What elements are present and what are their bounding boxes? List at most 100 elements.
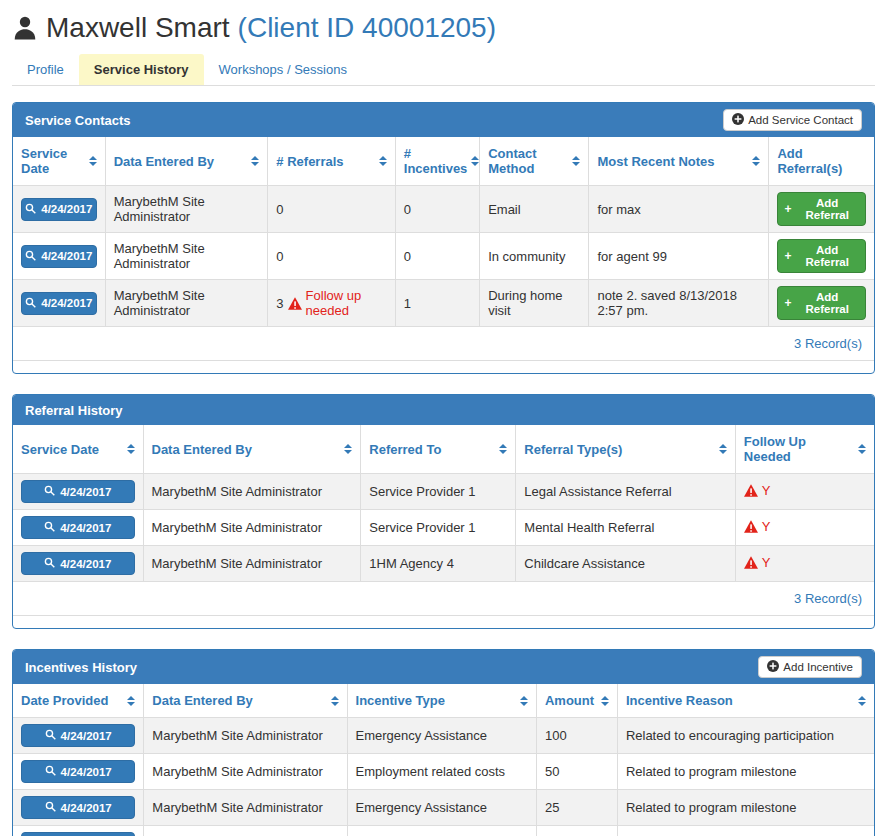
view-incentive-button[interactable]: 4/24/2017 [21, 832, 135, 836]
view-incentive-button[interactable]: 4/24/2017 [21, 724, 135, 747]
amount-cell: 50 [536, 754, 617, 790]
add-referral-button[interactable]: + Add Referral [777, 192, 866, 226]
service-contacts-table: Service Date Data Entered By # Referrals… [13, 137, 874, 327]
column-header-contact-method[interactable]: Contact Method [480, 137, 589, 186]
service-date-cell: 4/24/2017 [13, 280, 105, 327]
referred-to-cell: Service Provider 1 [361, 510, 516, 546]
date-provided-cell: 4/24/2017 [13, 754, 144, 790]
sort-icon [520, 696, 528, 706]
incentive-type-cell: Employment related costs [347, 754, 536, 790]
follow-up-flag: Y [762, 519, 771, 534]
view-referral-button[interactable]: 4/24/2017 [21, 552, 135, 575]
incentives-history-heading: Incentives History Add Incentive [13, 650, 874, 684]
referrals-cell: 0 [268, 186, 395, 233]
entered-by-cell: MarybethM Site Administrator [143, 510, 361, 546]
sort-icon [379, 156, 387, 166]
column-header-data-entered-by[interactable]: Data Entered By [105, 137, 268, 186]
referrals-cell: 0 [268, 233, 395, 280]
column-header-referrals[interactable]: # Referrals [268, 137, 395, 186]
search-icon [25, 203, 36, 216]
referral-history-panel: Referral History Service Date Data Enter… [12, 394, 875, 629]
tab-service-history[interactable]: Service History [79, 54, 204, 85]
incentives-cell: 0 [395, 233, 479, 280]
add-incentive-button[interactable]: Add Incentive [758, 656, 862, 678]
add-referral-cell: + Add Referral [769, 186, 874, 233]
incentives-cell: 1 [395, 280, 479, 327]
view-incentive-button[interactable]: 4/24/2017 [21, 796, 135, 819]
search-icon [45, 729, 56, 742]
date-provided-cell: 4/24/2017 [13, 826, 144, 836]
sort-icon [572, 156, 580, 166]
entered-by-cell: MarybethM Site Administrator [143, 546, 361, 582]
table-row: 4/24/2017 MarybethM Site Administrator 3… [13, 280, 874, 327]
table-row: 4/24/2017 MarybethM Site Administrator S… [13, 510, 874, 546]
incentive-reason-cell: Related to encouraging participation [617, 826, 874, 836]
client-header: Maxwell Smart (Client ID 40001205) [12, 12, 887, 44]
referred-to-cell: Service Provider 1 [361, 474, 516, 510]
add-referral-button[interactable]: + Add Referral [777, 239, 866, 273]
notes-cell: note 2. saved 8/13/2018 2:57 pm. [589, 280, 769, 327]
view-incentive-button[interactable]: 4/24/2017 [21, 760, 135, 783]
warning-icon [744, 520, 758, 533]
entered-by-cell: MarybethM Site Administrator [144, 790, 347, 826]
entered-by-cell: MarybethM Site Administrator [144, 826, 347, 836]
column-header-incentive-reason[interactable]: Incentive Reason [617, 684, 874, 718]
sort-icon [719, 444, 727, 454]
referral-history-heading: Referral History [13, 395, 874, 425]
referral-type-cell: Mental Health Referral [516, 510, 736, 546]
page: Maxwell Smart (Client ID 40001205) Profi… [0, 0, 887, 836]
column-header-incentives[interactable]: # Incentives [395, 137, 479, 186]
incentive-type-cell: Emergency Assistance [347, 718, 536, 754]
amount-cell: 25 [536, 790, 617, 826]
sort-icon [752, 156, 760, 166]
column-header-amount[interactable]: Amount [536, 684, 617, 718]
column-header-date-provided[interactable]: Date Provided [13, 684, 144, 718]
entered-by-cell: MarybethM Site Administrator [144, 754, 347, 790]
contact-method-cell: During home visit [480, 280, 589, 327]
service-contacts-panel: Service Contacts Add Service Contact [12, 102, 875, 374]
sort-icon [499, 444, 507, 454]
view-service-contact-button[interactable]: 4/24/2017 [21, 292, 97, 315]
follow-up-cell: Y [735, 510, 874, 546]
incentive-reason-cell: Related to program milestone [617, 790, 874, 826]
column-header-referred-to[interactable]: Referred To [361, 425, 516, 474]
column-header-data-entered-by[interactable]: Data Entered By [144, 684, 347, 718]
incentive-type-cell: Employment related costs [347, 826, 536, 836]
column-header-most-recent-notes[interactable]: Most Recent Notes [589, 137, 769, 186]
entered-by-cell: MarybethM Site Administrator [105, 233, 268, 280]
tab-workshops-sessions[interactable]: Workshops / Sessions [204, 54, 362, 85]
column-header-data-entered-by[interactable]: Data Entered By [143, 425, 361, 474]
view-referral-button[interactable]: 4/24/2017 [21, 480, 135, 503]
add-referral-button[interactable]: + Add Referral [777, 286, 866, 320]
column-header-service-date[interactable]: Service Date [13, 137, 105, 186]
service-date-cell: 4/24/2017 [13, 510, 143, 546]
entered-by-cell: MarybethM Site Administrator [143, 474, 361, 510]
plus-circle-icon [732, 113, 744, 127]
search-icon [44, 485, 55, 498]
incentive-type-cell: Emergency Assistance [347, 790, 536, 826]
table-row: 4/24/2017 MarybethM Site Administrator 0… [13, 186, 874, 233]
column-header-incentive-type[interactable]: Incentive Type [347, 684, 536, 718]
view-service-contact-button[interactable]: 4/24/2017 [21, 245, 97, 268]
plus-icon: + [784, 203, 791, 215]
search-icon [25, 297, 36, 310]
column-header-service-date[interactable]: Service Date [13, 425, 143, 474]
warning-icon [744, 484, 758, 497]
referral-history-title: Referral History [25, 403, 123, 418]
service-date-cell: 4/24/2017 [13, 546, 143, 582]
column-header-referral-types[interactable]: Referral Type(s) [516, 425, 736, 474]
service-date-cell: 4/24/2017 [13, 233, 105, 280]
notes-cell: for agent 99 [589, 233, 769, 280]
incentive-reason-cell: Related to encouraging participation [617, 718, 874, 754]
referral-type-cell: Legal Assistance Referral [516, 474, 736, 510]
view-referral-button[interactable]: 4/24/2017 [21, 516, 135, 539]
column-header-follow-up-needed[interactable]: Follow Up Needed [735, 425, 874, 474]
date-provided-cell: 4/24/2017 [13, 790, 144, 826]
add-service-contact-button[interactable]: Add Service Contact [723, 109, 862, 131]
sort-icon [471, 156, 479, 166]
view-service-contact-button[interactable]: 4/24/2017 [21, 198, 97, 221]
referral-history-record-count: 3 Record(s) [13, 582, 874, 616]
tab-profile[interactable]: Profile [12, 54, 79, 85]
entered-by-cell: MarybethM Site Administrator [144, 718, 347, 754]
person-icon [12, 15, 38, 41]
